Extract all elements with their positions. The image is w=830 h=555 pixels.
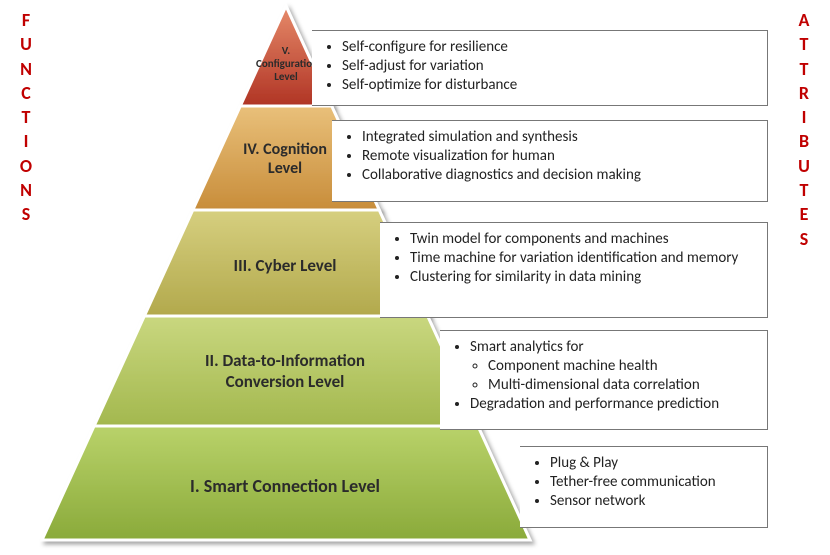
attribute-item: Twin model for components and machines [410,230,757,248]
attribute-item: Time machine for variation identificatio… [410,249,757,267]
attribute-item: Smart analytics forComponent machine hea… [470,338,757,394]
attribute-item: Sensor network [550,492,757,510]
attribute-item: Remote visualization for human [362,147,757,165]
attribute-item: Component machine health [488,357,757,375]
attribute-item: Tether-free communication [550,473,757,491]
pyramid-level-i [42,426,530,540]
attributes-i: Plug & PlayTether-free communicationSens… [520,446,768,528]
attributes-ii: Smart analytics forComponent machine hea… [440,330,768,430]
attribute-item: Multi-dimensional data correlation [488,376,757,394]
attributes-iv: Integrated simulation and synthesisRemot… [332,120,768,202]
attribute-item: Self-configure for resilience [342,38,757,56]
attributes-v: Self-configure for resilienceSelf-adjust… [312,30,768,106]
pyramid-level-ii [94,316,478,426]
attributes-iii: Twin model for components and machinesTi… [380,222,768,318]
attribute-item: Degradation and performance prediction [470,395,757,413]
attribute-item: Clustering for similarity in data mining [410,268,757,286]
attribute-item: Self-optimize for disturbance [342,76,757,94]
attribute-item: Self-adjust for variation [342,57,757,75]
attribute-item: Collaborative diagnostics and decision m… [362,166,757,184]
attribute-item: Plug & Play [550,454,757,472]
attribute-item: Integrated simulation and synthesis [362,128,757,146]
